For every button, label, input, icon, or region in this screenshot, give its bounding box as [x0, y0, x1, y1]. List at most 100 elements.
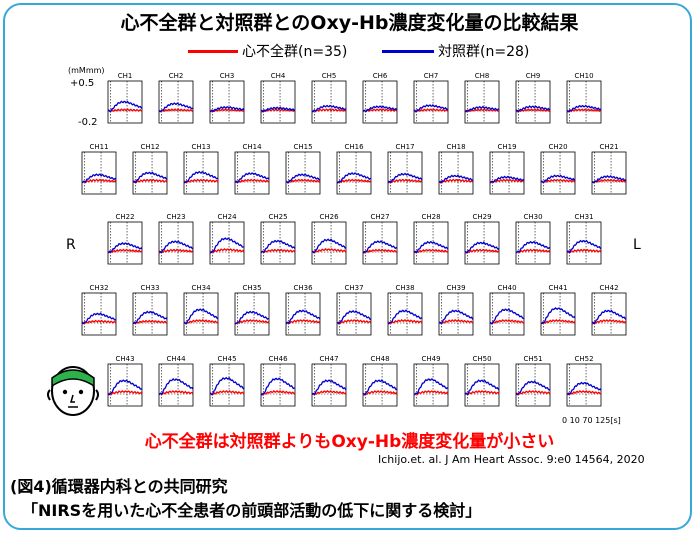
series-line-control [158, 102, 194, 113]
series-line-control [158, 240, 194, 254]
series-line-control [209, 237, 245, 254]
series-line-heart-failure [413, 390, 449, 396]
channel-plot-ch5: CH5 [311, 72, 347, 124]
series-line-heart-failure [107, 248, 143, 254]
channel-label: CH1 [118, 72, 133, 80]
legend-label-heart-failure: 心不全群(n=35) [242, 44, 348, 60]
series-line-control [362, 105, 398, 113]
series-line-heart-failure [209, 248, 245, 254]
channel-frame [336, 292, 372, 336]
channel-frame [336, 151, 372, 195]
series-line-control [336, 172, 372, 184]
channel-label: CH19 [497, 143, 516, 151]
series-line-control [515, 380, 551, 396]
channel-frame [540, 292, 576, 336]
channel-frame [311, 80, 347, 124]
channel-label: CH34 [191, 284, 211, 292]
channel-frame [107, 80, 143, 124]
channel-frame [209, 363, 245, 407]
channel-plot-ch37: CH37 [336, 284, 372, 336]
channel-label: CH16 [344, 143, 364, 151]
channel-plot-ch13: CH13 [183, 143, 219, 195]
series-line-control [183, 308, 219, 325]
channel-plot-ch22: CH22 [107, 213, 143, 265]
channel-label: CH36 [293, 284, 313, 292]
series-line-heart-failure [158, 108, 194, 113]
channel-label: CH52 [574, 355, 593, 363]
channel-frame [158, 80, 194, 124]
channel-label: CH8 [475, 72, 490, 80]
channel-plot-ch27: CH27 [362, 213, 398, 265]
series-line-control [566, 381, 602, 396]
channel-frame [260, 221, 296, 265]
channel-plot-ch36: CH36 [285, 284, 321, 336]
channel-label: CH14 [242, 143, 262, 151]
series-line-heart-failure [489, 178, 525, 184]
legend-line-heart-failure [188, 50, 238, 53]
series-line-control [566, 104, 602, 113]
channel-label: CH47 [319, 355, 338, 363]
channel-plot-ch39: CH39 [438, 284, 474, 336]
series-line-control [413, 240, 449, 254]
channel-label: CH23 [166, 213, 185, 221]
x-axis-ticks: 0 10 70 125[s] [562, 416, 621, 425]
series-line-heart-failure [387, 178, 423, 184]
channel-label: CH38 [395, 284, 414, 292]
channel-plot-ch1: CH1 [107, 72, 143, 124]
series-line-control [107, 241, 143, 254]
series-line-heart-failure [516, 248, 551, 254]
y-axis-bottom-label: -0.2 [78, 117, 98, 128]
channel-plot-ch48: CH48 [362, 355, 398, 407]
channel-frame [387, 292, 423, 336]
channel-plot-ch46: CH46 [260, 355, 296, 407]
series-line-heart-failure [438, 318, 474, 325]
channel-label: CH29 [472, 213, 491, 221]
channel-plot-ch38: CH38 [387, 284, 423, 336]
series-line-heart-failure [464, 390, 500, 396]
channel-plot-ch9: CH9 [515, 72, 551, 124]
series-line-heart-failure [362, 248, 398, 254]
channel-plot-ch19: CH19 [489, 143, 525, 195]
channel-frame [311, 363, 347, 407]
channel-frame [81, 151, 117, 195]
side-label-right: R [66, 237, 76, 253]
channel-label: CH27 [370, 213, 389, 221]
series-line-heart-failure [260, 248, 296, 254]
series-line-heart-failure [311, 108, 347, 113]
series-line-heart-failure [81, 178, 117, 184]
channel-frame [362, 363, 398, 407]
channel-frame [285, 151, 321, 195]
series-line-heart-failure [311, 389, 347, 396]
channel-label: CH32 [89, 284, 108, 292]
channel-frame [413, 363, 449, 407]
series-line-control [81, 312, 117, 325]
series-line-control [336, 310, 372, 325]
side-label-left: L [633, 237, 641, 253]
channel-label: CH7 [424, 72, 439, 80]
channel-frame [285, 292, 321, 336]
series-line-control [132, 310, 168, 325]
channel-frame [107, 363, 143, 407]
finding-statement: 心不全群は対照群よりもOxy-Hb濃度変化量が小さい [144, 432, 555, 452]
channel-label: CH10 [574, 72, 593, 80]
series-line-heart-failure [540, 318, 576, 325]
series-line-control [413, 104, 449, 113]
channel-label: CH6 [373, 72, 388, 80]
series-line-heart-failure [387, 319, 423, 325]
channel-frame [311, 221, 347, 265]
series-line-heart-failure [107, 390, 143, 396]
channel-label: CH49 [421, 355, 440, 363]
series-line-heart-failure [183, 178, 219, 184]
channel-frame [158, 221, 194, 265]
series-line-control [540, 306, 576, 325]
channel-label: CH43 [115, 355, 134, 363]
series-line-control [183, 170, 219, 184]
series-line-heart-failure [132, 178, 168, 184]
channel-label: CH17 [395, 143, 414, 151]
series-line-heart-failure [81, 319, 117, 325]
channel-plot-ch33: CH33 [132, 284, 168, 336]
channel-plot-ch6: CH6 [362, 72, 398, 124]
series-line-control [158, 378, 194, 396]
channel-frame [209, 80, 245, 124]
